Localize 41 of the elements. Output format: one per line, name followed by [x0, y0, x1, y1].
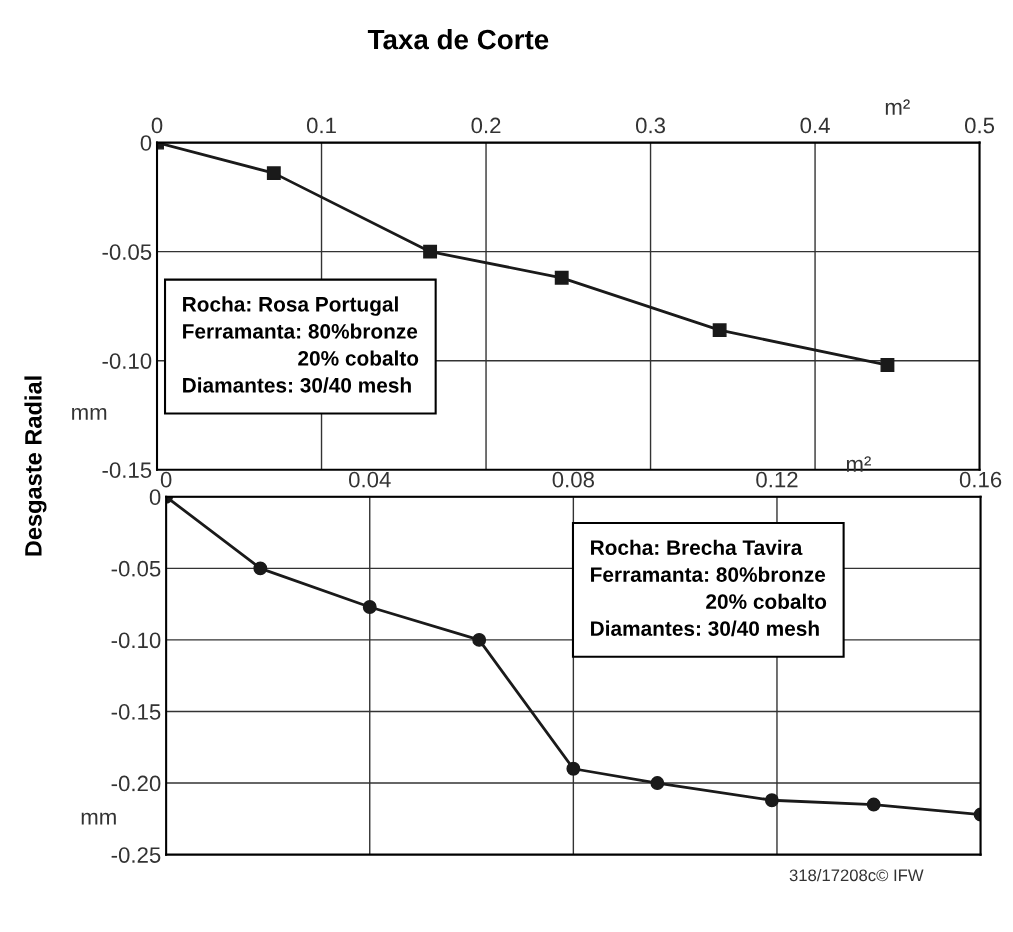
- x-tick-label: 0.16: [959, 471, 1002, 488]
- point: [880, 358, 895, 372]
- point: [764, 793, 779, 808]
- x-tick-label: 0.2: [471, 117, 501, 134]
- point: [712, 323, 727, 338]
- point: [423, 244, 438, 259]
- point: [554, 270, 569, 285]
- y-tick-label: 0: [149, 489, 161, 506]
- point: [472, 632, 487, 647]
- text: 318/17208c© IFW: [789, 868, 924, 882]
- point: [266, 166, 281, 181]
- point: [253, 561, 268, 576]
- x-tick-label: 0.5: [964, 117, 995, 134]
- x-axis-title: m²: [846, 456, 871, 472]
- x-tick-label: 0.3: [635, 117, 666, 134]
- x-tick-label: 0.12: [756, 471, 798, 488]
- x-tick-label: 0.08: [552, 471, 595, 488]
- y-tick-label: -0.20: [111, 775, 161, 792]
- point: [566, 761, 581, 776]
- y-axis-title: mm: [81, 812, 116, 825]
- y-tick-label: -0.15: [111, 704, 161, 720]
- y-tick-label: -0.10: [102, 353, 152, 369]
- y-tick-label: -0.05: [111, 560, 161, 577]
- x-tick-label: 0.4: [800, 117, 830, 134]
- point: [362, 600, 377, 614]
- y-tick-label: -0.25: [111, 847, 161, 863]
- annotation: Rocha: Brecha Tavira Ferramanta: 80%bronze 20% cobalto Diamantes: 30/40 mesh: [591, 539, 827, 637]
- y-tick-label: -0.15: [102, 462, 152, 478]
- point: [866, 797, 881, 812]
- annotation: Rocha: Rosa Portugal Ferramanta: 80%bronze 20% cobalto Diamantes: 30/40 mesh: [183, 296, 419, 393]
- point: [650, 776, 665, 791]
- text: Desgaste Radial: [24, 376, 47, 556]
- y-tick-label: 0: [140, 135, 152, 151]
- x-tick-label: 0.1: [306, 117, 336, 134]
- y-tick-label: -0.10: [111, 632, 161, 649]
- chart-title: Taxa de Corte: [367, 28, 549, 50]
- x-tick-label: 0.04: [348, 471, 391, 488]
- y-axis-title: mm: [72, 407, 107, 420]
- x-axis-title: m²: [885, 99, 910, 115]
- y-tick-label: -0.05: [102, 244, 152, 260]
- x-tick-label: 0: [160, 471, 172, 488]
